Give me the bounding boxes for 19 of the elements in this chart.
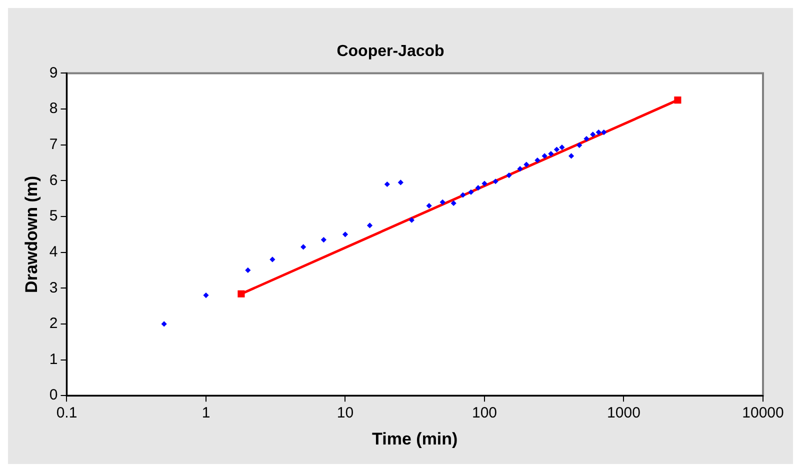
y-tick-label: 9 [49, 64, 58, 82]
y-tick-label: 0 [49, 386, 58, 404]
x-tick-label: 10 [336, 404, 354, 422]
y-tick-label: 7 [49, 136, 58, 153]
x-tick-label: 10000 [742, 404, 784, 422]
x-tick-label: 0.1 [56, 404, 78, 422]
y-tick-label: 8 [49, 100, 58, 118]
y-tick-label: 2 [49, 315, 58, 332]
x-tick-label: 100 [472, 404, 498, 422]
y-tick-label: 6 [49, 172, 58, 189]
y-tick-label: 3 [49, 279, 58, 296]
y-tick-label: 5 [49, 208, 58, 225]
y-tick-label: 1 [49, 350, 58, 368]
chart-title: Cooper-Jacob [336, 43, 445, 60]
y-tick-label: 4 [49, 243, 58, 260]
x-axis-title: Time (min) [372, 429, 458, 448]
x-tick-label: 1 [202, 404, 210, 422]
x-tick-label: 1000 [607, 404, 640, 422]
y-axis-title: Drawdown (m) [22, 176, 41, 293]
